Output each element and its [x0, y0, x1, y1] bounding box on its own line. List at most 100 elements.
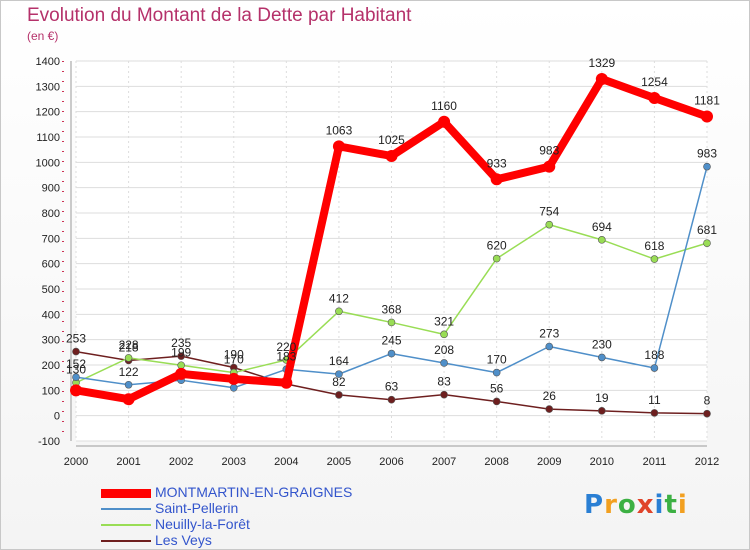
data-label: 1025 [378, 133, 405, 147]
data-label: 122 [119, 365, 139, 379]
y-tick-label: 700 [42, 233, 60, 245]
data-label: 220 [276, 340, 296, 354]
data-point [177, 352, 185, 360]
legend-label: Saint-Pellerin [155, 500, 239, 516]
y-tick-label: 300 [42, 335, 60, 347]
x-tick-label: 2011 [643, 456, 667, 468]
data-point [124, 354, 133, 362]
data-point [72, 373, 80, 381]
data-label: 321 [434, 314, 454, 328]
x-tick-label: 2007 [432, 456, 456, 468]
data-point [490, 173, 503, 186]
data-label: 273 [539, 327, 559, 341]
x-tick-label: 2002 [169, 456, 193, 468]
data-point [650, 255, 659, 263]
x-tick-label: 2010 [590, 456, 614, 468]
y-tick-label: 900 [42, 183, 60, 195]
data-point [124, 380, 133, 389]
data-label: 218 [119, 340, 139, 354]
x-tick-label: 2001 [116, 456, 140, 468]
data-point [335, 370, 343, 378]
data-label: 208 [434, 343, 454, 357]
y-tick-label: 200 [42, 360, 60, 372]
chart-title: Evolution du Montant de la Dette par Hab… [27, 5, 412, 26]
data-label: 412 [329, 291, 349, 305]
y-tick-label: 1200 [36, 107, 60, 119]
data-label: 1329 [588, 56, 615, 70]
data-point [492, 397, 501, 406]
data-label: 983 [697, 147, 717, 161]
data-label: 11 [648, 393, 661, 407]
data-label: 8 [704, 394, 711, 408]
data-point [229, 383, 238, 392]
data-point [175, 367, 188, 380]
y-tick-label: 1000 [36, 157, 60, 169]
data-label: 63 [385, 380, 399, 394]
data-label: 56 [490, 381, 504, 395]
data-label: 230 [592, 337, 612, 351]
data-point [70, 384, 82, 397]
data-point [545, 220, 554, 229]
data-label: 245 [381, 334, 401, 348]
data-label: 82 [332, 375, 346, 389]
data-label: 933 [487, 156, 507, 170]
data-point [492, 368, 501, 377]
data-point [387, 349, 396, 358]
data-point [72, 347, 80, 356]
data-point [598, 407, 606, 415]
legend-label: Les Veys [155, 532, 212, 548]
x-tick-label: 2004 [274, 456, 298, 468]
data-label: 235 [171, 336, 191, 350]
data-point [440, 330, 448, 339]
y-tick-label: 100 [42, 385, 60, 397]
data-label: 228 [119, 338, 139, 352]
data-label: 170 [224, 353, 244, 367]
data-point [227, 372, 240, 385]
data-label: 19 [595, 391, 609, 405]
data-label: 130 [66, 363, 86, 377]
y-tick-label: 800 [42, 208, 60, 220]
data-label: 253 [66, 332, 86, 346]
data-label: 26 [543, 389, 557, 403]
chart-subtitle: (en €) [27, 29, 59, 43]
data-point [543, 160, 556, 173]
data-label: 694 [592, 220, 612, 234]
logo-letter: o [617, 490, 637, 520]
data-point [387, 318, 396, 327]
y-tick-label: 1400 [36, 56, 60, 68]
logo-letter: t [664, 490, 678, 520]
data-label: 1254 [641, 75, 668, 89]
data-point [650, 364, 659, 372]
legend-swatch [101, 524, 151, 526]
y-tick-label: -100 [38, 436, 60, 448]
x-tick-label: 2005 [327, 456, 351, 468]
data-label: 618 [644, 239, 664, 253]
data-label: 983 [539, 144, 559, 158]
data-point [177, 361, 185, 370]
legend-label: MONTMARTIN-EN-GRAIGNES [155, 484, 353, 500]
y-tick-label: 0 [54, 411, 60, 423]
logo-letter: i [654, 490, 665, 520]
data-label: 152 [66, 357, 86, 371]
data-point [703, 162, 711, 171]
data-point [545, 405, 554, 413]
data-label: 183 [276, 349, 296, 363]
x-tick-label: 2009 [537, 456, 561, 468]
data-point [650, 409, 659, 417]
logo-letter: x [636, 490, 655, 520]
proxiti-logo: Proxiti [584, 490, 688, 520]
data-point [438, 115, 451, 128]
logo-letter: i [677, 490, 688, 520]
data-point [335, 391, 343, 399]
legend-label: Neuilly-la-Forêt [155, 516, 250, 532]
data-label: 188 [644, 348, 664, 362]
logo-letter: r [604, 490, 618, 520]
x-tick-label: 2012 [695, 456, 719, 468]
data-label: 170 [487, 353, 507, 367]
data-label: 1160 [431, 99, 457, 113]
y-tick-label: 500 [42, 284, 60, 296]
y-tick-label: 600 [42, 259, 60, 271]
data-label: 164 [329, 354, 349, 368]
data-point [335, 307, 343, 316]
